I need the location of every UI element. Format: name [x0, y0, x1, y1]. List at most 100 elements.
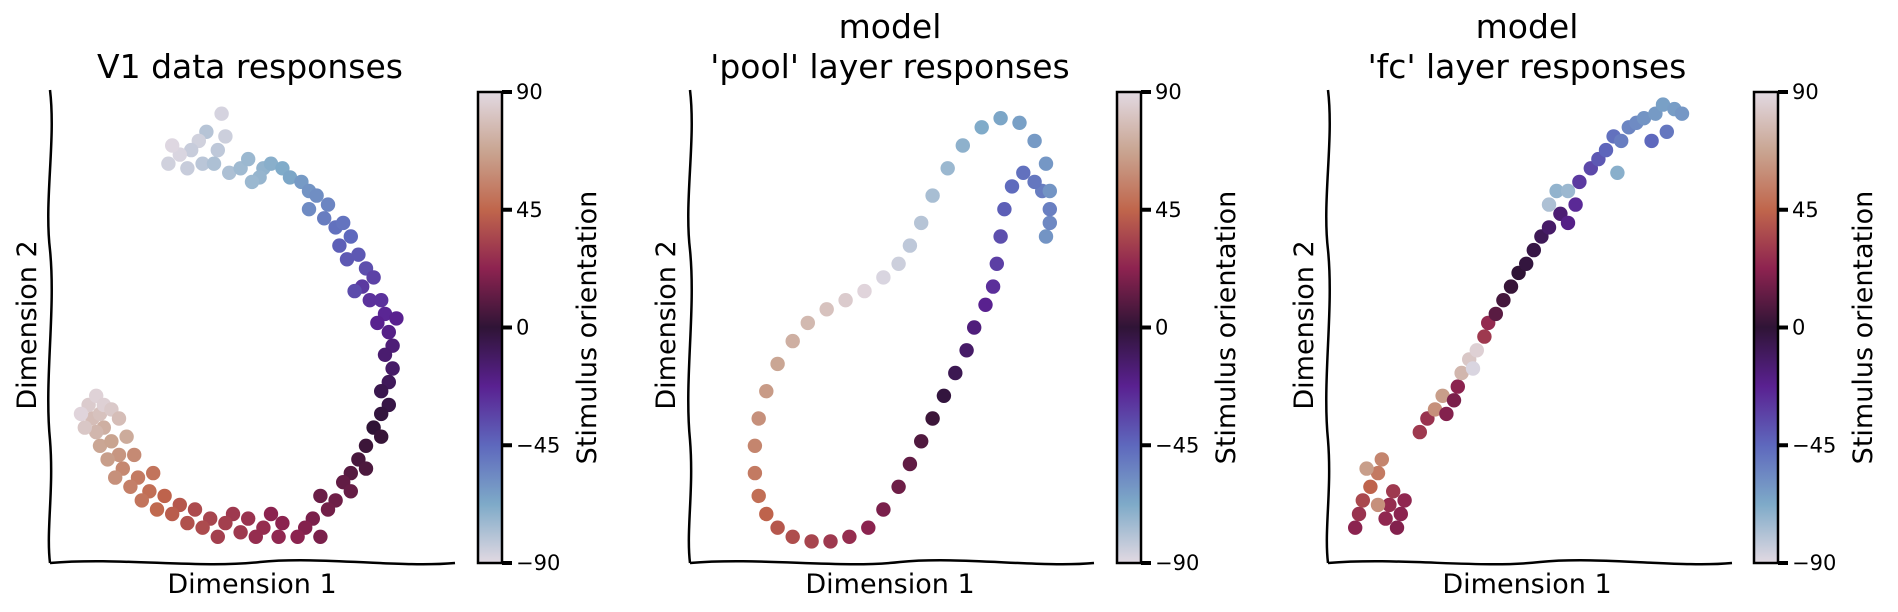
panel-1-point: [374, 293, 389, 308]
panel-1-point: [206, 156, 222, 171]
panel-3-point: [1446, 393, 1462, 408]
panel-2-point: [1004, 179, 1020, 194]
panel-2-point: [1027, 133, 1042, 149]
panel-3-point: [1503, 279, 1519, 294]
panel-2-point: [891, 256, 906, 271]
panel-2-title-line-2: 'pool' layer responses: [710, 47, 1070, 86]
panel-2-colorbar: 90 45 0 −45 −90 Stimulus orientation: [1115, 80, 1242, 575]
panel-1-point: [92, 438, 108, 453]
panel-2: model 'pool' layer responses Dimension 1…: [651, 7, 1095, 600]
panel-2-y-label: Dimension 2: [651, 240, 682, 409]
panel-3-point: [1435, 388, 1450, 403]
panel-1-point: [343, 229, 358, 244]
panel-3-colorbar: 90 45 0 −45 −90 Stimulus orientation: [1752, 80, 1879, 575]
panel-1-point: [336, 215, 351, 231]
panel-1-point: [180, 515, 195, 531]
panel-2-colorbar-tick-label: 45: [1155, 198, 1182, 222]
panel-1-point: [157, 488, 172, 504]
panel-3-point: [1674, 106, 1690, 121]
panel-1-y-label: Dimension 2: [12, 240, 43, 409]
panel-1-point: [233, 525, 248, 540]
panel-3-point: [1351, 506, 1367, 522]
panel-1-point: [374, 429, 389, 444]
panel-2-point: [770, 356, 785, 372]
panel-2-point: [1042, 215, 1058, 231]
panel-2-point: [967, 320, 982, 335]
panel-1-point: [320, 197, 336, 212]
panel-2-colorbar-label: Stimulus orientation: [1211, 191, 1242, 465]
panel-2-point: [925, 188, 940, 203]
panel-1-point: [195, 156, 210, 171]
panel-1-point: [104, 434, 119, 449]
panel-1-point: [347, 283, 362, 299]
panel-1-point: [146, 465, 161, 481]
panel-1-point: [210, 529, 225, 544]
panel-2-point: [902, 238, 918, 253]
panel-2-point: [989, 256, 1004, 271]
panel-3-point: [1397, 493, 1412, 508]
panel-3-point: [1560, 183, 1576, 199]
panel-1-point: [290, 529, 305, 544]
panel-3-point: [1519, 256, 1534, 271]
panel-2-point: [842, 529, 857, 544]
colorbars: 90 45 0 −45 −90 Stimulus orientation 90 45 0 −45 −…: [476, 80, 1879, 575]
panel-1-colorbar-tick-label: −45: [516, 433, 560, 457]
panel-1-point: [119, 429, 134, 444]
panel-1-point: [377, 347, 393, 362]
panel-3-colorbar-tick-label: 45: [1792, 198, 1819, 222]
panel-3-point: [1572, 174, 1587, 190]
panel-2-colorbar-tick-label: 0: [1155, 316, 1168, 340]
panel-2-point: [876, 270, 891, 285]
panel-3-point: [1598, 142, 1614, 158]
panel-1-point: [317, 211, 332, 226]
panel-1-point: [339, 252, 355, 267]
panel-2-point: [876, 502, 891, 517]
panel-1-point: [77, 420, 93, 435]
panel-2-x-label: Dimension 1: [805, 569, 974, 600]
panel-3-point: [1454, 365, 1469, 381]
panel-1-point: [149, 502, 165, 517]
panel-1-point: [271, 529, 286, 544]
panel-3-title-line-1: model: [1476, 7, 1579, 46]
panel-2-y-axis: [687, 89, 693, 564]
panel-1-point: [381, 324, 396, 340]
panel-2-point: [997, 202, 1012, 217]
panel-3-point: [1526, 242, 1542, 258]
panel-1-point: [358, 461, 374, 476]
panel-3: model 'fc' layer responses Dimension 1 D…: [1289, 7, 1733, 600]
panel-2-point: [1042, 202, 1058, 217]
panel-3-point: [1560, 215, 1576, 231]
panel-1-point: [161, 156, 176, 171]
panel-2-point: [1038, 156, 1054, 171]
panel-1-point: [374, 384, 389, 399]
panel-2-point: [1038, 229, 1054, 244]
panel-3-colorbar-tick-label: 0: [1792, 316, 1805, 340]
panel-3-point: [1378, 511, 1393, 526]
panel-2-point: [902, 456, 918, 472]
panel-1-point: [100, 452, 115, 467]
panel-3-point: [1610, 165, 1625, 180]
panel-3-point: [1549, 183, 1564, 199]
panel-3-colorbar-gradient: [1752, 90, 1780, 565]
panel-2-point: [914, 434, 929, 449]
panel-3-point: [1363, 479, 1378, 494]
panel-2-point: [823, 534, 838, 549]
panel-2-point: [759, 384, 774, 399]
panel-2-point: [974, 120, 989, 135]
panel-3-point: [1465, 361, 1481, 376]
panel-2-point: [819, 302, 834, 317]
panel-1-point: [111, 447, 127, 463]
panel-2-x-axis: [689, 559, 1095, 566]
panel-1-point: [313, 488, 328, 504]
panel-1-point: [210, 142, 225, 158]
panel-1-point: [351, 247, 366, 262]
panel-3-title-line-2: 'fc' layer responses: [1368, 47, 1687, 86]
panel-3-point: [1568, 197, 1583, 212]
panel-2-point: [936, 388, 952, 403]
panel-1-point: [218, 129, 233, 144]
panel-3-point: [1412, 424, 1428, 440]
panel-1-point: [127, 447, 142, 463]
panel-3-point: [1355, 493, 1371, 508]
panel-2-point: [861, 520, 876, 535]
panel-1-point: [134, 493, 149, 508]
